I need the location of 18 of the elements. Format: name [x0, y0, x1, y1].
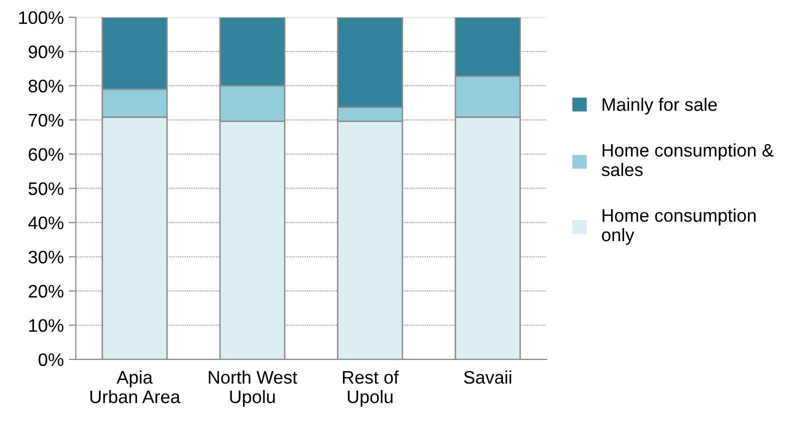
y-tick-label: 60% [28, 148, 64, 161]
y-tick-label: 40% [28, 216, 64, 230]
y-tick-label: 70% [28, 114, 64, 127]
x-tick-label: Rest of Upolu [342, 370, 399, 407]
y-tick-label: 30% [28, 250, 64, 264]
x-tick-label: Savaii [464, 370, 512, 384]
y-tick-label: 20% [28, 284, 64, 298]
x-tick-label: North West Upolu [208, 370, 298, 407]
y-tick-label: 0% [38, 353, 64, 366]
y-tick-label: 100% [19, 11, 64, 24]
y-tick-label: 80% [28, 80, 64, 92]
legend-label: Home consumption only [602, 208, 756, 245]
legend-label: Mainly for sale [602, 98, 717, 115]
y-tick-label: 10% [29, 319, 64, 332]
legend-label: Home consumption & sales [602, 143, 774, 176]
y-tick-label: 50% [28, 182, 64, 196]
x-tick-label: Apia Urban Area [90, 370, 180, 404]
y-tick-label: 90% [28, 45, 64, 58]
